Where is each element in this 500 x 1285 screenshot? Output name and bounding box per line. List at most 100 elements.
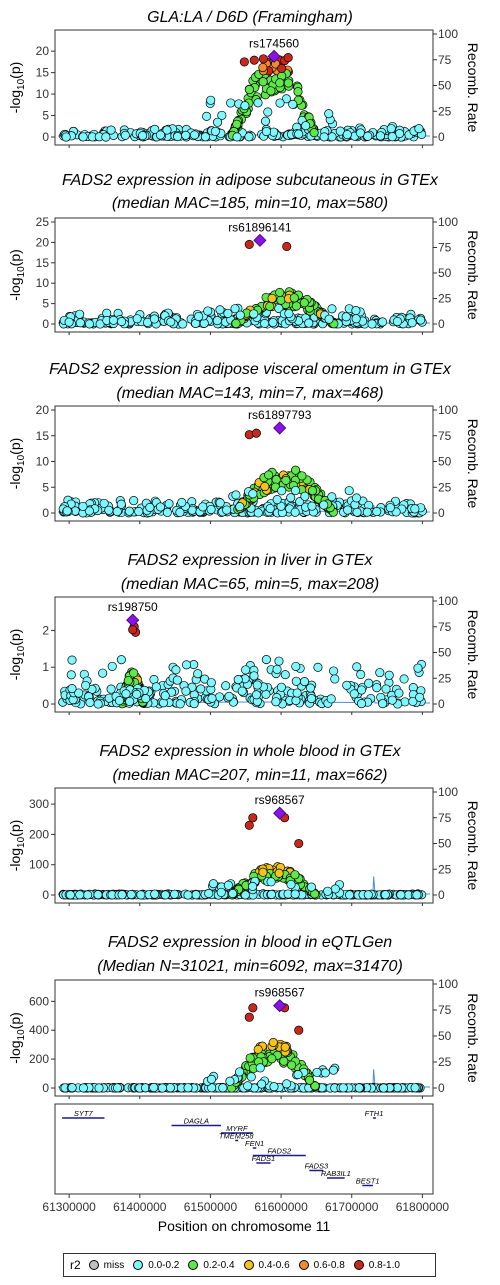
snp-point (240, 890, 250, 900)
x-tick-label: 61700000 (325, 1200, 379, 1214)
y-axis-label-subscript: 10 (16, 454, 27, 466)
snp-point (157, 1083, 167, 1093)
snp-point-high-ld (244, 1012, 254, 1022)
snp-point-high-ld (294, 1025, 304, 1035)
snp-point (228, 889, 238, 899)
snp-point (75, 318, 85, 328)
y-tick-label: 400 (29, 1023, 49, 1037)
snp-point (352, 662, 362, 672)
snp-point (355, 128, 365, 138)
snp-points (59, 49, 427, 142)
snp-point (207, 693, 217, 703)
snp-point (165, 1083, 175, 1093)
snp-point (292, 688, 302, 698)
snp-point (93, 699, 103, 709)
snp-point (230, 304, 240, 314)
snp-point (181, 686, 191, 696)
snp-point (149, 314, 159, 324)
snp-point (352, 507, 362, 517)
snp-point (269, 1082, 279, 1092)
snp-point (329, 666, 339, 676)
snp-point (196, 684, 206, 694)
snp-point (249, 671, 259, 681)
snp-point (215, 305, 225, 315)
y-tick-label: 25 (36, 215, 50, 229)
snp-point (372, 506, 382, 517)
snp-point (357, 685, 367, 695)
association-panel-1: FADS2 expression in adipose subcutaneous… (7, 172, 481, 335)
y2-tick-label: 0 (438, 888, 445, 902)
snp-point (75, 309, 85, 319)
y2-axis-label: Recomb. Rate (465, 993, 481, 1083)
snp-point (287, 1060, 297, 1070)
snp-point (328, 1065, 339, 1075)
snp-point (117, 890, 127, 900)
x-axis-label: Position on chromosome 11 (158, 1218, 331, 1234)
y-tick-label: 1 (42, 660, 49, 674)
snp-point (104, 505, 114, 515)
snp-point (300, 491, 310, 501)
x-tick-label: 61300000 (42, 1200, 96, 1214)
snp-point (210, 126, 220, 136)
y2-tick-label: 75 (438, 53, 452, 67)
y-tick-label: 20 (36, 403, 50, 417)
snp-point (381, 684, 391, 694)
snp-point (200, 132, 210, 142)
y2-tick-label: 75 (438, 429, 452, 443)
y2-tick-label: 75 (438, 241, 452, 255)
y-axis-label-p: (p) (7, 1012, 23, 1029)
y-tick-label: 10 (36, 87, 50, 101)
x-tick-label: 61800000 (396, 1200, 450, 1214)
panel-title: (median MAC=207, min=11, max=662) (113, 767, 388, 784)
legend-label: 0.0-0.2 (148, 1259, 180, 1271)
y2-tick-label: 50 (438, 79, 452, 93)
y2-tick-label: 75 (438, 811, 452, 825)
snp-point (172, 675, 182, 685)
snp-point (257, 1079, 267, 1089)
snp-point (223, 308, 233, 318)
snp-point (198, 502, 208, 512)
snp-point (304, 318, 314, 328)
snp-point (297, 471, 307, 481)
y2-tick-label: 25 (438, 862, 452, 876)
snp-point (291, 661, 301, 671)
snp-point (101, 132, 111, 142)
lead-snp-marker (273, 999, 287, 1013)
y-axis-label-subscript: 10 (16, 645, 27, 657)
snp-point (67, 1083, 77, 1093)
snp-point (263, 107, 273, 117)
snp-point (266, 877, 276, 887)
snp-point (225, 1076, 235, 1086)
legend-title: r2 (70, 1258, 81, 1272)
snp-point (67, 655, 77, 665)
snp-point (125, 696, 135, 707)
snp-point (394, 688, 404, 698)
y-axis-label-subscript: 10 (16, 1029, 27, 1041)
panel-title: FADS2 expression in adipose subcutaneous… (62, 172, 439, 189)
snp-point (357, 699, 367, 709)
snp-point (267, 293, 277, 303)
snp-point (363, 890, 373, 900)
legend-swatch-0.8-1.0 (353, 1260, 364, 1270)
snp-point (307, 501, 317, 511)
snp-point (288, 99, 298, 109)
snp-point (253, 98, 263, 108)
snp-point (276, 682, 286, 692)
y2-tick-label: 50 (438, 837, 452, 851)
snp-point (379, 1083, 389, 1093)
snp-point-high-ld (249, 55, 259, 65)
snp-point (410, 504, 420, 514)
snp-point (272, 664, 282, 674)
snp-point (356, 669, 366, 680)
snp-point (351, 493, 362, 503)
snp-point (290, 870, 300, 880)
snp-points (58, 233, 427, 329)
snp-point (260, 116, 271, 126)
snp-point (249, 309, 259, 319)
snp-point (284, 308, 294, 319)
y2-tick-label: 100 (438, 27, 458, 41)
snp-point (320, 1068, 330, 1078)
panel-title: FADS2 expression in adipose visceral ome… (49, 361, 452, 378)
gene-label: FTH1 (365, 1109, 384, 1118)
gene-label: DAGLA (184, 1117, 209, 1126)
